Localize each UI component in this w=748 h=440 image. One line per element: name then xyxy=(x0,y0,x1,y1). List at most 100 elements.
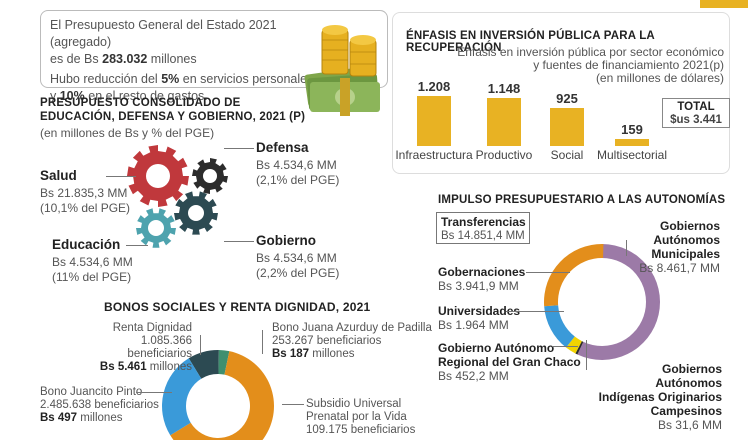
intro-line2-pre: es de Bs xyxy=(50,52,103,66)
municipales-block: Gobiernos Autónomos Municipales Bs 8.461… xyxy=(598,219,720,275)
connector-juancito xyxy=(136,392,172,393)
gobierno-block: Gobierno Bs 4.534,6 MM (2,2% del PGE) xyxy=(256,233,339,281)
bonos-donut-chart xyxy=(162,350,274,440)
defensa-pct: (2,1% del PGE) xyxy=(256,173,340,187)
juancito-amount-unit: millones xyxy=(77,412,123,424)
intro-line3-post: en servicios personales xyxy=(179,72,314,86)
total-value: $us 3.441 xyxy=(670,114,722,126)
connector-universidades xyxy=(506,311,564,312)
connector-educacion xyxy=(126,245,148,246)
intro-line3-pre: Hubo reducción del xyxy=(50,72,162,86)
defensa-amount: Bs 4.534,6 MM xyxy=(256,158,337,172)
total-box: TOTAL $us 3.441 xyxy=(662,98,730,128)
renta-name: Renta Dignidad xyxy=(112,322,192,334)
connector-municipales xyxy=(626,240,627,256)
indigenas-block: Gobiernos Autónomos Indígenas Originario… xyxy=(598,362,722,432)
juana-beneficiaries: 253.267 beneficiarios xyxy=(272,335,382,347)
autonomias-title: IMPULSO PRESUPUESTARIO A LAS AUTONOMÍAS xyxy=(438,194,726,206)
connector-gobernaciones xyxy=(526,272,570,273)
juancito-name: Bono Juancito Pinto xyxy=(40,386,143,398)
chaco-name-line2: Regional del Gran Chaco xyxy=(438,355,581,369)
gears-icon xyxy=(127,145,228,248)
autonomias-donut-chart xyxy=(544,244,660,360)
juancito-block: Bono Juancito Pinto 2.485.638 beneficiar… xyxy=(40,386,159,425)
indigenas-value: Bs 31,6 MM xyxy=(657,418,722,432)
gobernaciones-value: Bs 3.941,9 MM xyxy=(438,279,519,293)
bonos-title: BONOS SOCIALES Y RENTA DIGNIDAD, 2021 xyxy=(104,300,371,314)
chaco-name-line1: Gobierno Autónomo xyxy=(438,341,555,355)
salud-pct: (10,1% del PGE) xyxy=(40,201,131,215)
educacion-pct: (11% del PGE) xyxy=(52,270,132,284)
subsidio-name-line1: Subsidio Universal xyxy=(306,398,402,410)
universidades-slice xyxy=(544,305,575,348)
connector-juana xyxy=(262,330,263,354)
juancito-amount: Bs 497 xyxy=(40,412,78,424)
juana-azurduy-slice xyxy=(218,350,230,375)
juana-name: Bono Juana Azurduy de Padilla xyxy=(272,322,432,334)
consolidated-subtitle: (en millones de Bs y % del PGE) xyxy=(40,126,215,140)
investment-subtitle-line1: Énfasis en inversión pública por sector … xyxy=(457,45,724,59)
investment-subtitle-line3: (en millones de dólares) xyxy=(595,71,724,85)
gobierno-name: Gobierno xyxy=(256,233,316,248)
chaco-value: Bs 452,2 MM xyxy=(438,369,509,383)
subsidio-beneficiaries: 109.175 beneficiarios xyxy=(306,424,416,436)
gobernaciones-block: Gobernaciones Bs 3.941,9 MM xyxy=(438,265,525,293)
universidades-name: Universidades xyxy=(438,304,521,318)
total-label: TOTAL xyxy=(677,101,715,113)
municipales-name-line2: Municipales xyxy=(651,247,720,261)
municipales-name-line1: Gobiernos Autónomos xyxy=(653,219,720,247)
intro-pct2: 10% xyxy=(59,89,85,103)
connector-renta xyxy=(200,335,201,355)
connector-gobierno xyxy=(224,241,254,242)
renta-block: Renta Dignidad 1.085.366 beneficiarios B… xyxy=(96,322,192,374)
salud-name: Salud xyxy=(40,168,77,183)
municipales-slice xyxy=(577,244,660,360)
gobierno-amount: Bs 4.534,6 MM xyxy=(256,251,337,265)
renta-dignidad-slice xyxy=(188,350,219,379)
juancito-pinto-slice xyxy=(162,358,202,436)
juana-amount: Bs 187 xyxy=(272,348,310,360)
investment-box xyxy=(392,12,730,174)
connector-salud xyxy=(106,176,136,177)
chaco-slice xyxy=(566,336,582,354)
indigenas-name-line1: Gobiernos Autónomos xyxy=(655,362,722,390)
logo-icon xyxy=(700,0,748,8)
subsidio-prenatal-slice xyxy=(170,351,274,440)
intro-line4-pre: y xyxy=(50,89,60,103)
educacion-name: Educación xyxy=(52,237,121,252)
investment-subtitle: Énfasis en inversión pública por sector … xyxy=(456,46,724,85)
subsidio-block: Subsidio Universal Prenatal por la Vida … xyxy=(306,398,415,437)
connector-indigenas xyxy=(586,340,587,370)
gear-hole xyxy=(146,164,170,188)
investment-subtitle-line2: y fuentes de financiamiento 2021(p) xyxy=(533,58,724,72)
educacion-block: Educación Bs 4.534,6 MM (11% del PGE) xyxy=(52,237,133,285)
intro-text: El Presupuesto General del Estado 2021 (… xyxy=(50,17,330,105)
connector-subsidio xyxy=(282,404,304,405)
gear-hole xyxy=(203,169,217,183)
consolidated-title-line1: PRESUPUESTO CONSOLIDADO DE xyxy=(40,97,241,109)
investment-title: ÉNFASIS EN INVERSIÓN PÚBLICA PARA LA REC… xyxy=(406,30,655,54)
connector-chaco xyxy=(552,346,578,347)
salud-block: Salud Bs 21.835,3 MM (10,1% del PGE) xyxy=(40,168,130,216)
transferencias-label: Transferencias xyxy=(441,215,526,229)
consolidated-title-line2: EDUCACIÓN, DEFENSA Y GOBIERNO, 2021 (P) xyxy=(40,111,306,123)
defensa-block: Defensa Bs 4.534,6 MM (2,1% del PGE) xyxy=(256,140,339,188)
gobernaciones-name: Gobernaciones xyxy=(438,265,526,279)
juana-block: Bono Juana Azurduy de Padilla 253.267 be… xyxy=(272,322,432,361)
juancito-beneficiaries: 2.485.638 beneficiarios xyxy=(40,399,159,411)
municipales-value: Bs 8.461,7 MM xyxy=(639,261,720,275)
gear-hole xyxy=(148,220,164,236)
gear-hole xyxy=(188,205,204,221)
juana-amount-unit: millones xyxy=(309,348,355,360)
indigenas-name-line3: Campesinos xyxy=(650,404,722,418)
connector-defensa xyxy=(224,148,254,149)
intro-pct1: 5% xyxy=(161,72,180,86)
intro-box xyxy=(40,10,388,88)
indigenas-name-line2: Indígenas Originarios xyxy=(598,390,722,404)
renta-beneficiaries: 1.085.366 beneficiarios xyxy=(127,335,192,360)
gobierno-pct: (2,2% del PGE) xyxy=(256,266,340,280)
transferencias-value: Bs 14.851,4 MM xyxy=(441,230,525,242)
subsidio-name-line2: Prenatal por la Vida xyxy=(306,411,407,423)
transferencias-box: Transferencias Bs 14.851,4 MM xyxy=(436,212,530,244)
chaco-block: Gobierno Autónomo Regional del Gran Chac… xyxy=(438,341,581,383)
